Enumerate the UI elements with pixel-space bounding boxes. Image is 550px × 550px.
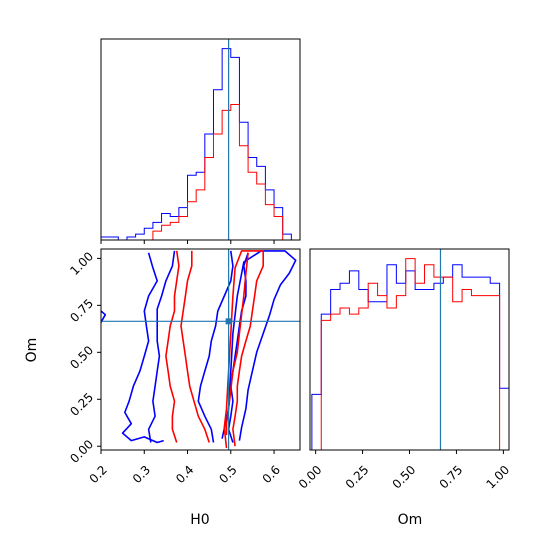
contour-xtick-label: 0.6 (260, 463, 283, 486)
contour-ytick-label: 0.25 (67, 390, 96, 419)
contour-xtick-label: 0.4 (173, 463, 196, 486)
hist-h0-red (101, 104, 292, 241)
hist-om-xtick-label: 0.00 (296, 463, 325, 492)
x-axis-label-h0: H0 (190, 512, 209, 528)
contour-frame (100, 248, 301, 451)
contour-xtick-label: 0.3 (130, 463, 153, 486)
hist-h0-blue (100, 48, 292, 241)
hist-om-xtick-label: 0.50 (390, 463, 419, 492)
contour-blue-2 (100, 310, 107, 323)
x-axis-label-om: Om (398, 512, 423, 528)
hist-om-xtick-label: 1.00 (484, 463, 513, 492)
contour-blue-0 (121, 252, 164, 444)
contour-blue-5 (221, 250, 297, 441)
contour-series (100, 250, 297, 449)
hist-h0-series (100, 48, 292, 241)
panel-contour-h0-om: 0.2 0.3 0.4 0.5 0.6 0.00 0.25 0.50 0.75 1.00 (67, 248, 301, 486)
contour-ytick-label: 0.00 (67, 437, 96, 466)
contour-ytick-label: 1.00 (67, 249, 96, 278)
panel-hist-h0 (100, 38, 301, 244)
contour-ytick-label: 0.50 (67, 343, 96, 372)
hist-om-blue (311, 264, 510, 450)
hist-om-frame (309, 248, 510, 451)
truth-point (225, 318, 232, 325)
contour-red-3 (225, 252, 249, 435)
hist-om-xticks: 0.00 0.25 0.50 0.75 1.00 (296, 450, 513, 492)
panel-hist-om: 0.00 0.25 0.50 0.75 1.00 (296, 248, 513, 492)
contour-red-1 (180, 250, 210, 443)
contour-red-2 (223, 250, 264, 449)
hist-h0-xticks (100, 240, 275, 244)
hist-h0-frame (100, 38, 301, 241)
hist-om-xtick-label: 0.25 (343, 463, 372, 492)
contour-yticks: 0.00 0.25 0.50 0.75 1.00 (67, 249, 101, 466)
contour-blue-1 (147, 250, 176, 443)
hist-om-xtick-label: 0.75 (437, 463, 466, 492)
contour-ytick-label: 0.75 (67, 296, 96, 325)
contour-blue-4 (227, 252, 249, 443)
hist-om-series (311, 258, 510, 451)
contour-xtick-label: 0.2 (87, 463, 110, 486)
contour-xticks: 0.2 0.3 0.4 0.5 0.6 (87, 450, 283, 486)
hist-om-red (311, 258, 509, 451)
contour-red-0 (165, 250, 180, 443)
contour-blue-3 (197, 250, 234, 443)
contour-xtick-label: 0.5 (216, 463, 239, 486)
y-axis-label-om: Om (24, 338, 40, 363)
